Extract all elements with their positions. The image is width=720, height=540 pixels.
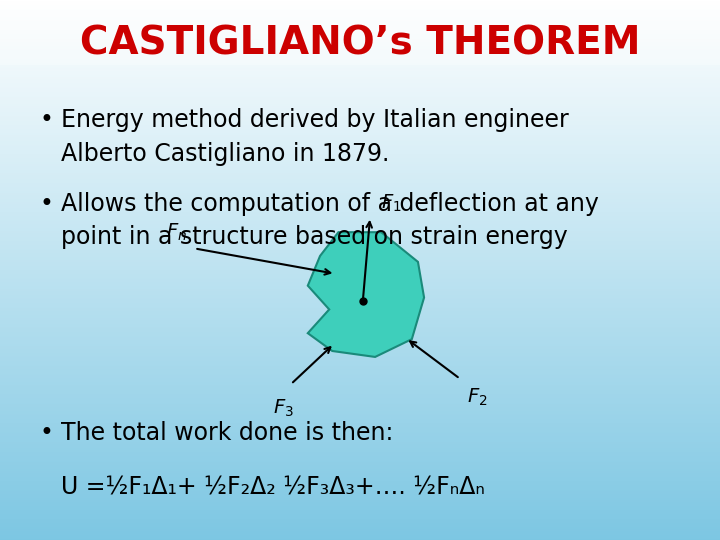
Text: The total work done is then:: The total work done is then: <box>61 421 394 445</box>
Text: $F_n$: $F_n$ <box>166 222 186 243</box>
Polygon shape <box>308 232 424 357</box>
Text: •: • <box>40 421 53 445</box>
Text: $F_2$: $F_2$ <box>467 387 487 408</box>
Text: Energy method derived by Italian engineer
Alberto Castigliano in 1879.: Energy method derived by Italian enginee… <box>61 108 569 165</box>
Text: U =½F₁Δ₁+ ½F₂Δ₂ ½F₃Δ₃+…. ½FₙΔₙ: U =½F₁Δ₁+ ½F₂Δ₂ ½F₃Δ₃+…. ½FₙΔₙ <box>61 475 485 499</box>
Text: •: • <box>40 108 53 132</box>
Text: Allows the computation of a deflection at any
point in a structure based on stra: Allows the computation of a deflection a… <box>61 192 599 249</box>
Text: $F_3$: $F_3$ <box>273 397 294 419</box>
Text: $F_1$: $F_1$ <box>381 193 402 214</box>
Text: •: • <box>40 192 53 215</box>
Bar <box>0 0 720 65</box>
Text: CASTIGLIANO’s THEOREM: CASTIGLIANO’s THEOREM <box>80 24 640 62</box>
